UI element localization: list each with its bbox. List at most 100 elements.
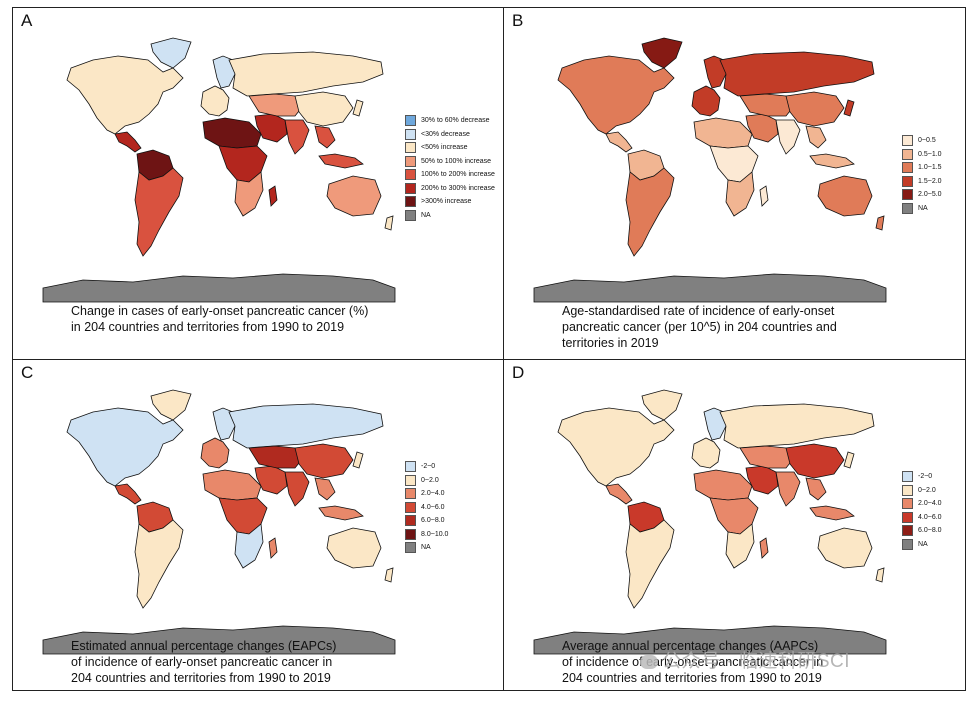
legend-item: 200% to 300% increase bbox=[405, 182, 495, 196]
region-europe-west bbox=[691, 437, 721, 469]
legend-item: 2.0~4.0 bbox=[902, 497, 942, 511]
legend-item: 0.5~1.0 bbox=[902, 148, 942, 162]
region-southeast-asia bbox=[805, 477, 827, 501]
vertical-divider bbox=[503, 8, 504, 690]
legend-label: 4.0~6.0 bbox=[421, 503, 445, 511]
legend-label: 1.5~2.0 bbox=[918, 177, 942, 185]
region-greenland bbox=[641, 37, 683, 69]
region-new-zealand bbox=[384, 567, 394, 583]
legend-label: <30% decrease bbox=[421, 130, 470, 138]
legend-swatch bbox=[405, 474, 416, 486]
region-europe-north bbox=[703, 407, 727, 441]
region-new-zealand bbox=[384, 215, 394, 231]
caption: Change in cases of early-onset pancreati… bbox=[71, 303, 471, 335]
region-japan bbox=[352, 99, 364, 117]
legend-swatch bbox=[405, 155, 416, 167]
region-china bbox=[785, 443, 845, 479]
legend-item: 8.0~10.0 bbox=[405, 528, 448, 542]
legend-label: 200% to 300% increase bbox=[421, 184, 495, 192]
legend-swatch bbox=[902, 175, 913, 187]
caption-line: Estimated annual percentage changes (EAP… bbox=[71, 639, 337, 653]
region-russia bbox=[228, 403, 384, 449]
region-antarctica bbox=[533, 273, 887, 303]
legend-label: -2~0 bbox=[421, 463, 436, 471]
legend-swatch bbox=[405, 169, 416, 181]
legend-swatch bbox=[902, 498, 913, 510]
legend-item: 6.0~8.0 bbox=[405, 514, 448, 528]
legend-swatch bbox=[405, 115, 416, 127]
region-madagascar bbox=[759, 537, 769, 559]
legend-item: 2.0~5.0 bbox=[902, 188, 942, 202]
legend-item: 1.0~1.5 bbox=[902, 161, 942, 175]
region-southeast-asia bbox=[314, 477, 336, 501]
legend-label: 1.0~1.5 bbox=[918, 164, 942, 172]
caption-line: pancreatic cancer (per 10^5) in 204 coun… bbox=[562, 320, 837, 334]
caption: Age-standardised rate of incidence of ea… bbox=[562, 303, 962, 351]
legend-label: 50% to 100% increase bbox=[421, 157, 492, 165]
region-madagascar bbox=[268, 537, 278, 559]
legend-item: >300% increase bbox=[405, 195, 495, 209]
panel-d: D -2~0 0~2.0 2.0~4.0 4.0~6.0 6.0~8.0 NA Avera… bbox=[504, 360, 977, 711]
region-africa-south bbox=[234, 523, 264, 569]
region-greenland bbox=[150, 389, 192, 421]
legend-swatch bbox=[405, 142, 416, 154]
legend-item: <30% decrease bbox=[405, 128, 495, 142]
legend: -2~0 0~2.0 2.0~4.0 4.0~6.0 6.0~8.0 8.0~10.0 NA bbox=[405, 460, 448, 555]
region-central-america bbox=[114, 131, 142, 153]
region-madagascar bbox=[759, 185, 769, 207]
legend-item: 2.0~4.0 bbox=[405, 487, 448, 501]
legend-swatch bbox=[902, 135, 913, 147]
panel-c: C -2~0 0~2.0 2.0~4.0 4.0~6.0 6.0~8.0 8.0~10.0… bbox=[13, 360, 503, 711]
legend: 0~0.5 0.5~1.0 1.0~1.5 1.5~2.0 2.0~5.0 NA bbox=[902, 134, 942, 215]
region-southeast-asia bbox=[805, 125, 827, 149]
region-antarctica bbox=[42, 273, 396, 303]
legend-swatch bbox=[902, 471, 913, 483]
region-africa-south bbox=[725, 171, 755, 217]
legend-label: 2.0~4.0 bbox=[918, 500, 942, 508]
region-australia bbox=[817, 527, 873, 569]
legend-item: -2~0 bbox=[405, 460, 448, 474]
region-china bbox=[294, 91, 354, 127]
region-southeast-asia bbox=[314, 125, 336, 149]
panel-b: B 0~0.5 0.5~1.0 1.0~1.5 1.5~2.0 2.0~5.0 NA Ag… bbox=[504, 8, 977, 359]
region-central-asia bbox=[739, 445, 795, 469]
region-central-america bbox=[114, 483, 142, 505]
region-south-america bbox=[625, 519, 675, 609]
legend-swatch bbox=[902, 202, 913, 214]
legend-item: 6.0~8.0 bbox=[902, 524, 942, 538]
region-india bbox=[284, 119, 310, 155]
region-south-america bbox=[134, 519, 184, 609]
legend-label: 6.0~8.0 bbox=[918, 527, 942, 535]
region-greenland bbox=[641, 389, 683, 421]
legend-label: NA bbox=[421, 211, 431, 219]
caption-line: of incidence of early-onset pancreatic c… bbox=[562, 655, 824, 669]
legend-label: 30% to 60% decrease bbox=[421, 117, 490, 125]
panel-letter: D bbox=[512, 363, 525, 382]
legend-swatch bbox=[405, 182, 416, 194]
region-africa-south bbox=[234, 171, 264, 217]
legend-label: 6.0~8.0 bbox=[421, 517, 445, 525]
figure-frame: A 30% to 60% decrease <30% decrease <50% i… bbox=[12, 7, 966, 691]
caption-line: Age-standardised rate of incidence of ea… bbox=[562, 304, 835, 318]
region-india bbox=[284, 471, 310, 507]
legend-item: 4.0~6.0 bbox=[902, 511, 942, 525]
horizontal-divider bbox=[13, 359, 965, 360]
legend-label: 2.0~5.0 bbox=[918, 191, 942, 199]
region-antarctica bbox=[42, 625, 396, 655]
legend-label: 2.0~4.0 bbox=[421, 490, 445, 498]
region-north-america bbox=[557, 55, 675, 135]
legend-label: <50% increase bbox=[421, 144, 468, 152]
legend-item: 0~2.0 bbox=[902, 484, 942, 498]
region-central-asia bbox=[248, 445, 304, 469]
legend-label: 0~2.0 bbox=[421, 476, 439, 484]
region-india bbox=[775, 119, 801, 155]
legend-swatch bbox=[405, 128, 416, 140]
legend-label: -2~0 bbox=[918, 473, 933, 481]
region-central-asia bbox=[739, 93, 795, 117]
region-africa-north bbox=[202, 117, 262, 149]
legend-item: 50% to 100% increase bbox=[405, 155, 495, 169]
caption-line: Change in cases of early-onset pancreati… bbox=[71, 304, 369, 318]
region-europe-north bbox=[703, 55, 727, 89]
region-china bbox=[785, 91, 845, 127]
region-central-america bbox=[605, 483, 633, 505]
